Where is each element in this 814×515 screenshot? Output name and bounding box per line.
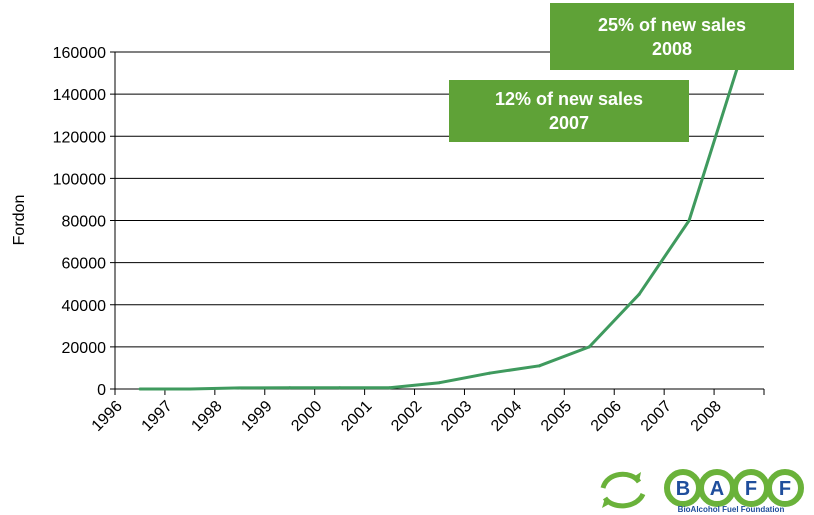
annotation-2007-line1: 12% of new sales bbox=[494, 89, 644, 109]
logo-ring-f1: F bbox=[732, 469, 770, 507]
logo-ring-b: B bbox=[664, 469, 702, 507]
x-tick-label: 1998 bbox=[188, 398, 225, 435]
data-point bbox=[138, 387, 142, 391]
x-tick-label: 2005 bbox=[538, 398, 575, 435]
x-tick-label: 2008 bbox=[688, 398, 725, 435]
data-point bbox=[487, 371, 491, 375]
y-tick-label: 40000 bbox=[62, 298, 107, 315]
logo-letter-a: A bbox=[710, 478, 724, 500]
data-point bbox=[637, 292, 641, 296]
baff-logo: B A F F BioAlcohol Fuel Foundation bbox=[600, 469, 804, 514]
data-point bbox=[537, 364, 541, 368]
y-tick-label: 0 bbox=[97, 382, 106, 399]
annotation-2007: 12% of new sales 2007 bbox=[449, 80, 689, 142]
logo-letter-f1: F bbox=[745, 478, 757, 500]
x-tick-label: 2000 bbox=[288, 398, 325, 435]
x-tick-label: 2006 bbox=[588, 398, 625, 435]
y-tick-label: 60000 bbox=[62, 256, 107, 273]
data-point bbox=[587, 345, 591, 349]
data-point bbox=[388, 386, 392, 390]
y-tick-label: 20000 bbox=[62, 340, 107, 357]
logo-ring-a: A bbox=[698, 469, 736, 507]
x-tick-label: 2007 bbox=[638, 398, 675, 435]
y-axis-label: Fordon bbox=[11, 195, 28, 246]
y-tick-label: 160000 bbox=[53, 45, 106, 62]
annotation-2007-line2: 2007 bbox=[548, 113, 590, 133]
logo-letters: B A F F bbox=[664, 469, 804, 507]
data-point bbox=[438, 381, 441, 385]
x-tick-label: 2002 bbox=[388, 398, 425, 435]
logo-ring-f2: F bbox=[766, 469, 804, 507]
x-tick-labels: 1996 1997 1998 1999 2000 2001 2002 2003 2004 2005… bbox=[89, 398, 725, 435]
y-tick-label: 100000 bbox=[53, 171, 106, 188]
grid-lines bbox=[115, 51, 764, 348]
data-point bbox=[338, 386, 342, 390]
data-point bbox=[238, 386, 242, 390]
annotation-2008-line2: 2008 bbox=[651, 38, 693, 59]
data-point bbox=[188, 387, 192, 391]
logo-letter-b: B bbox=[676, 478, 690, 500]
x-tick-label: 2004 bbox=[488, 398, 525, 435]
y-tick-label: 140000 bbox=[53, 87, 106, 104]
x-tick-label: 1997 bbox=[139, 398, 176, 435]
logo-letter-f2: F bbox=[779, 478, 791, 500]
y-tick-label: 80000 bbox=[62, 214, 107, 231]
annotation-2008-line1: 25% of new sales bbox=[597, 14, 747, 35]
logo-tagline: BioAlcohol Fuel Foundation bbox=[678, 505, 785, 514]
x-tick-label: 2003 bbox=[438, 398, 475, 435]
x-tick-label: 2001 bbox=[338, 398, 375, 435]
data-point bbox=[687, 219, 691, 222]
x-tick-label: 1999 bbox=[238, 398, 275, 435]
series-layer bbox=[138, 61, 741, 391]
y-tick-label: 120000 bbox=[53, 129, 106, 146]
annotation-2008: 25% of new sales 2008 bbox=[550, 3, 794, 70]
y-tick-labels: 0 20000 40000 60000 80000 100000 120000 140000 1… bbox=[53, 45, 106, 399]
data-point bbox=[288, 386, 292, 390]
x-tick-label: 1996 bbox=[89, 398, 126, 435]
recycle-arrows-icon bbox=[600, 471, 646, 509]
